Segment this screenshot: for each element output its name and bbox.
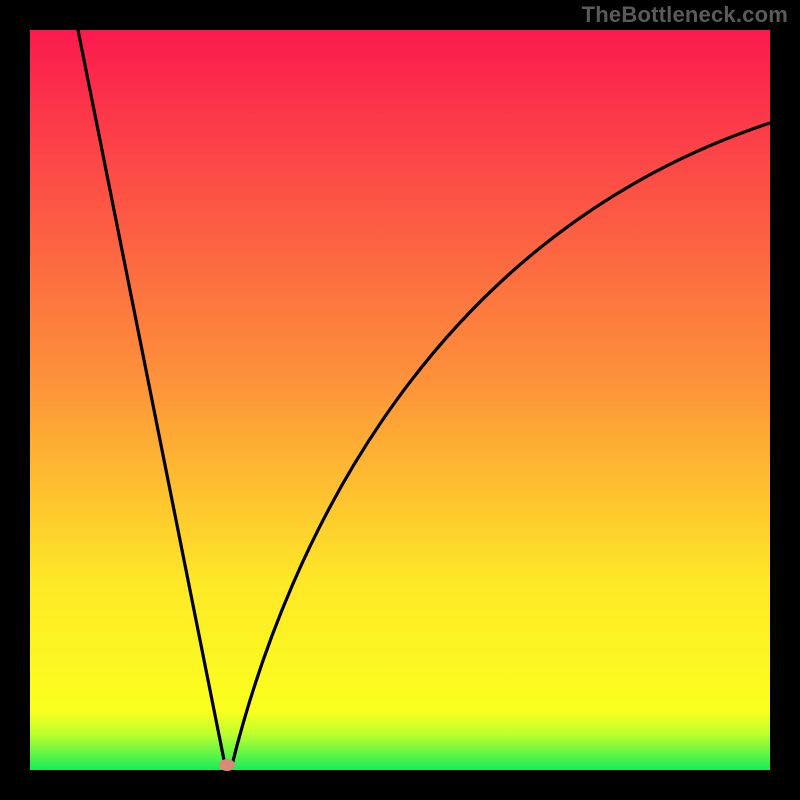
curve-right-branch	[232, 123, 770, 765]
bottleneck-curve	[30, 30, 770, 770]
curve-left-branch	[78, 30, 225, 765]
chart-frame: TheBottleneck.com	[0, 0, 800, 800]
plot-area	[30, 30, 770, 770]
minimum-marker	[219, 759, 235, 771]
watermark-text: TheBottleneck.com	[582, 2, 788, 28]
